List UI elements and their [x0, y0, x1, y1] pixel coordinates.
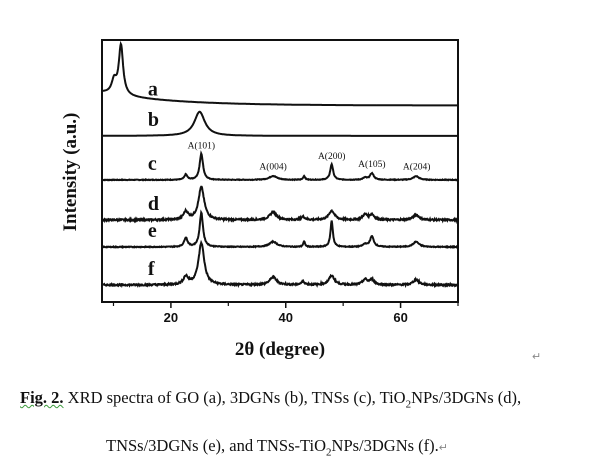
caption-line-1: Fig. 2. XRD spectra of GO (a), 3DGNs (b)…: [20, 388, 521, 410]
series-label-c: c: [148, 153, 157, 175]
series-d-line: [101, 185, 459, 225]
x-tick-label: 40: [279, 310, 293, 325]
series-b-line: [102, 110, 458, 137]
plot-frame: [101, 39, 459, 303]
x-axis-label: 2θ (degree): [235, 339, 325, 360]
series-f-line: [101, 239, 459, 289]
series-e-line: [101, 209, 459, 249]
paragraph-mark: ↵: [532, 351, 542, 363]
series-a-line: [102, 40, 458, 107]
caption-line-2: TNSs/3DGNs (e), and TNSs-TiO2NPs/3DGNs (…: [106, 436, 448, 458]
series-label-b: b: [148, 109, 159, 131]
series-label-d: d: [148, 193, 159, 215]
x-tick-label: 60: [393, 310, 407, 325]
figure-label: Fig. 2.: [20, 388, 64, 407]
caption-text: TNSs/3DGNs (e), and TNSs-TiO: [106, 436, 327, 455]
peak-annotation: A(101): [188, 141, 215, 152]
caption-subscript: 2: [405, 398, 412, 411]
peak-annotation: A(200): [318, 151, 345, 162]
peak-annotation: A(204): [403, 162, 430, 173]
series-label-f: f: [148, 258, 155, 280]
peak-annotation: A(004): [259, 162, 286, 173]
series-label-a: a: [148, 79, 158, 101]
caption-subscript: 2: [326, 446, 332, 459]
paragraph-mark: ↵: [438, 442, 448, 454]
x-tick-label: 20: [164, 310, 178, 325]
caption-text: NPs/3DGNs (d),: [411, 388, 522, 407]
y-axis-label: Intensity (a.u.): [60, 113, 81, 232]
caption-text: XRD spectra of GO (a), 3DGNs (b), TNSs (…: [63, 388, 406, 407]
caption-text: NPs/3DGNs (f).: [331, 436, 439, 455]
series-label-e: e: [148, 220, 157, 242]
series-c-line: [102, 150, 459, 182]
peak-annotation: A(105): [358, 159, 385, 170]
